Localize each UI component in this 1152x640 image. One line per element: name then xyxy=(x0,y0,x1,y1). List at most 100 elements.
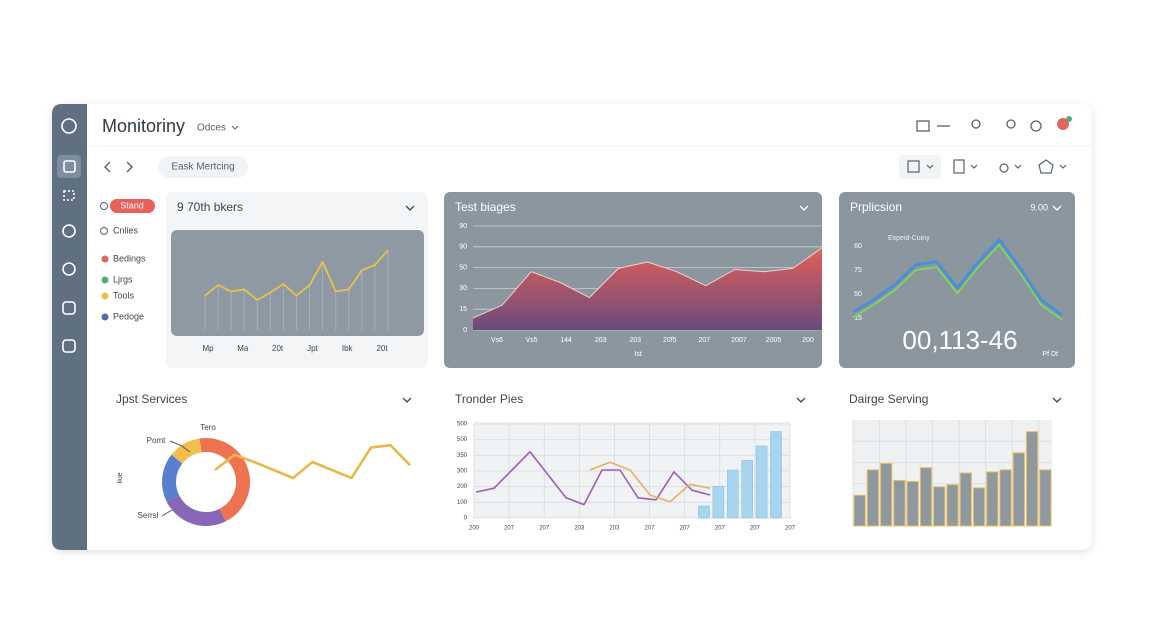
x-tick-label: 2007 xyxy=(731,337,747,344)
x-tick-label: 203 xyxy=(595,337,607,344)
y-tick-label: 50 xyxy=(459,264,467,271)
bar xyxy=(726,469,739,519)
nav-icon[interactable] xyxy=(63,190,75,201)
sidebar xyxy=(52,104,87,550)
y-tick-label: 50 xyxy=(854,291,862,298)
doc-icon[interactable] xyxy=(953,159,965,174)
panel-title: Tronder Pies xyxy=(455,392,523,406)
x-tick-label: 20t xyxy=(376,344,388,353)
bar xyxy=(986,471,999,527)
bar xyxy=(999,469,1012,527)
badge-icon xyxy=(100,202,108,210)
legend: Stand Cnlies xyxy=(100,199,155,235)
nav-icon[interactable] xyxy=(62,262,76,276)
panel-title: Test biages xyxy=(455,200,516,214)
forward-button[interactable] xyxy=(126,161,133,173)
logo-icon[interactable] xyxy=(61,118,77,134)
x-tick-label: 207 xyxy=(539,526,550,532)
x-axis-label: Ist xyxy=(634,351,641,358)
line xyxy=(589,461,711,503)
y-tick-label: 350 xyxy=(457,453,468,459)
panel-title: Dairge Serving xyxy=(849,392,928,406)
x-tick-label: 207 xyxy=(645,526,656,532)
filter-label[interactable]: Cnlies xyxy=(113,225,139,235)
tab-pill[interactable] xyxy=(158,156,248,178)
panel-menu[interactable] xyxy=(1052,397,1062,403)
bar xyxy=(880,462,893,527)
lock-icon[interactable] xyxy=(999,163,1009,173)
legend-swatch xyxy=(101,276,109,284)
view-icon[interactable] xyxy=(907,160,920,173)
bar xyxy=(866,469,880,527)
legend-label: Bedings xyxy=(113,253,146,263)
folder-icon[interactable] xyxy=(916,120,930,132)
y-tick-label: 90 xyxy=(459,244,467,251)
line xyxy=(852,238,1063,317)
user-icon[interactable] xyxy=(1006,119,1016,129)
menu[interactable]: Odces xyxy=(197,123,226,134)
donut-slice xyxy=(162,454,183,502)
x-tick-label: Mp xyxy=(202,344,214,353)
bar xyxy=(741,460,754,519)
nav-icon[interactable] xyxy=(63,160,76,173)
slice-label: Pomt xyxy=(147,436,166,445)
bar xyxy=(755,445,768,519)
tab-label[interactable]: Eask Mertcing xyxy=(171,162,234,173)
panel-menu[interactable] xyxy=(402,397,412,403)
nav-icon[interactable] xyxy=(62,301,76,315)
line xyxy=(214,443,411,480)
donut-slice xyxy=(199,438,250,522)
badge-label: Stand xyxy=(120,200,144,210)
legend-swatch xyxy=(101,255,109,263)
bar xyxy=(933,486,946,527)
bar xyxy=(1025,431,1039,527)
y-axis-label: Iiue xyxy=(117,472,124,483)
nav-icon[interactable] xyxy=(62,224,76,238)
bar xyxy=(919,467,933,527)
panel-menu[interactable] xyxy=(799,205,809,211)
x-tick-label: Jpt xyxy=(307,344,318,353)
panel-title: 9 70th bkers xyxy=(177,200,243,214)
donut-slice xyxy=(166,495,226,526)
panel-menu[interactable] xyxy=(1052,205,1062,211)
header-icons xyxy=(916,119,1042,132)
active-nav[interactable] xyxy=(57,155,81,178)
avatar[interactable] xyxy=(1057,118,1069,130)
leader-line xyxy=(169,440,191,453)
bar xyxy=(1039,469,1052,527)
bar xyxy=(906,480,919,527)
x-tick-label: 200 xyxy=(469,526,480,532)
panel-menu[interactable] xyxy=(405,205,415,211)
back-button[interactable] xyxy=(104,161,111,173)
x-tick-label: 20f5 xyxy=(663,337,677,344)
bar xyxy=(853,494,866,527)
x-tick-label: 144 xyxy=(560,337,572,344)
bar xyxy=(959,472,972,527)
y-tick-label: 90 xyxy=(459,223,467,230)
user-icon[interactable] xyxy=(971,119,981,129)
y-tick-label: 0 xyxy=(463,327,467,334)
y-tick-label: 500 xyxy=(457,422,468,428)
line xyxy=(475,451,711,506)
slice-label: Tero xyxy=(200,423,216,432)
bar xyxy=(1012,452,1025,527)
settings-icon[interactable] xyxy=(1038,159,1054,174)
bar xyxy=(972,487,986,527)
filter-icon xyxy=(100,227,108,235)
bar xyxy=(893,479,906,527)
view-toggle[interactable] xyxy=(899,155,941,179)
legend-label: Ljrgs xyxy=(113,274,133,284)
x-tick-label: Vs5 xyxy=(526,337,538,344)
nav-icon[interactable] xyxy=(62,339,76,353)
x-tick-label: 207 xyxy=(698,337,710,344)
leader-line xyxy=(161,509,173,517)
panel-menu[interactable] xyxy=(796,397,806,403)
bar xyxy=(946,484,959,527)
bar xyxy=(712,486,725,519)
x-tick-label: 20t xyxy=(272,344,284,353)
bell-icon[interactable] xyxy=(1030,120,1042,132)
status-badge[interactable] xyxy=(110,199,155,213)
y-tick-label: 15 xyxy=(854,315,862,322)
